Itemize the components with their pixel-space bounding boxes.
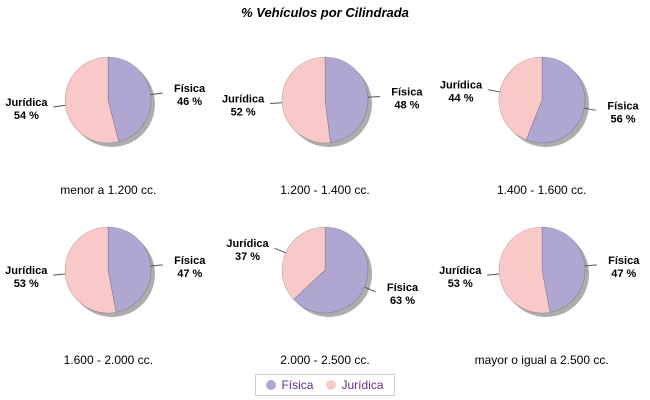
pie-mayor-igual-2500: Física 47 % Jurídica 53 % (439, 226, 640, 317)
fisica-swatch-icon (266, 380, 277, 390)
slice-label-jurídica: Jurídica 53 % (5, 265, 48, 290)
label-leader-line (584, 264, 597, 267)
slice-label-jurídica: Jurídica 37 % (226, 238, 269, 263)
pie-caption: 2.000 - 2.500 cc. (280, 353, 370, 367)
pie-slice-jurídica (65, 226, 117, 314)
pie-slice-jurídica (65, 56, 120, 144)
pie-cell-2: Física 48 % Jurídica 52 % 1.200 - 1.400 cc. (217, 38, 434, 208)
slice-label-física: Física 47 % (174, 255, 206, 280)
pie-grid: Física 46 % Jurídica 54 % menor a 1.200 cc.… (0, 38, 650, 378)
legend-item-fisica: Física (266, 378, 313, 392)
label-leader-line (270, 102, 283, 104)
slice-label-física: Física 47 % (608, 255, 640, 280)
pie-slice-física (108, 56, 152, 143)
pie-slice-física (525, 56, 585, 144)
pie-slice-jurídica (281, 226, 326, 300)
pie-cell-6: Física 47 % Jurídica 53 % mayor o igual a 2… (433, 208, 650, 378)
pie-1400-1600: Física 56 % Jurídica 44 % (440, 56, 639, 147)
pie-slice-jurídica (281, 56, 331, 144)
chart-title: % Vehículos por Cilindrada (241, 5, 409, 20)
slice-label-física: Física 56 % (607, 100, 639, 125)
label-leader-line (367, 96, 380, 98)
label-leader-line (53, 104, 66, 108)
pie-caption: mayor o igual a 2.500 cc. (474, 353, 609, 367)
pie-menor-a-1200: Física 46 % Jurídica 54 % (6, 56, 206, 147)
label-leader-line (487, 89, 500, 93)
pie-2000-2500: Física 63 % Jurídica 37 % (226, 226, 419, 317)
slice-label-jurídica: Jurídica 53 % (439, 265, 482, 290)
pie-caption: 1.200 - 1.400 cc. (280, 183, 370, 197)
pie-1200-1400: Física 48 % Jurídica 52 % (222, 56, 423, 147)
label-leader-line (151, 264, 164, 267)
legend-item-juridica: Jurídica (326, 378, 384, 392)
pie-caption: 1.400 - 1.600 cc. (496, 183, 587, 197)
slice-label-jurídica: Jurídica 44 % (440, 80, 483, 105)
slice-label-jurídica: Jurídica 52 % (222, 93, 265, 118)
label-leader-line (486, 273, 499, 276)
label-leader-line (583, 107, 596, 111)
legend-label: Jurídica (341, 378, 384, 392)
label-leader-line (274, 247, 286, 254)
pie-caption: menor a 1.200 cc. (60, 183, 157, 197)
pie-slice-jurídica (498, 226, 551, 314)
pie-cell-4: Física 47 % Jurídica 53 % 1.600 - 2.000 cc. (0, 208, 217, 378)
slice-label-jurídica: Jurídica 54 % (6, 97, 49, 122)
pie-slice-física (293, 226, 369, 314)
legend-label: Física (281, 378, 314, 392)
juridica-swatch-icon (326, 380, 337, 390)
slice-label-física: Física 48 % (391, 87, 423, 112)
label-leader-line (53, 273, 66, 276)
pie-slice-física (324, 56, 369, 143)
label-leader-line (150, 92, 163, 96)
slice-label-física: Física 63 % (387, 282, 419, 307)
pie-cell-3: Física 56 % Jurídica 44 % 1.400 - 1.600 cc. (433, 38, 650, 208)
pie-caption: 1.600 - 2.000 cc. (63, 353, 154, 367)
slice-label-física: Física 46 % (174, 83, 206, 108)
pie-cell-5: Física 63 % Jurídica 37 % 2.000 - 2.500 cc. (217, 208, 434, 378)
legend: Física Jurídica (0, 374, 650, 396)
pie-slice-jurídica (498, 56, 542, 141)
label-leader-line (364, 286, 376, 293)
legend-box: Física Jurídica (255, 374, 395, 396)
pie-1600-2000: Física 47 % Jurídica 53 % (5, 226, 207, 317)
pie-cell-1: Física 46 % Jurídica 54 % menor a 1.200 cc. (0, 38, 217, 208)
